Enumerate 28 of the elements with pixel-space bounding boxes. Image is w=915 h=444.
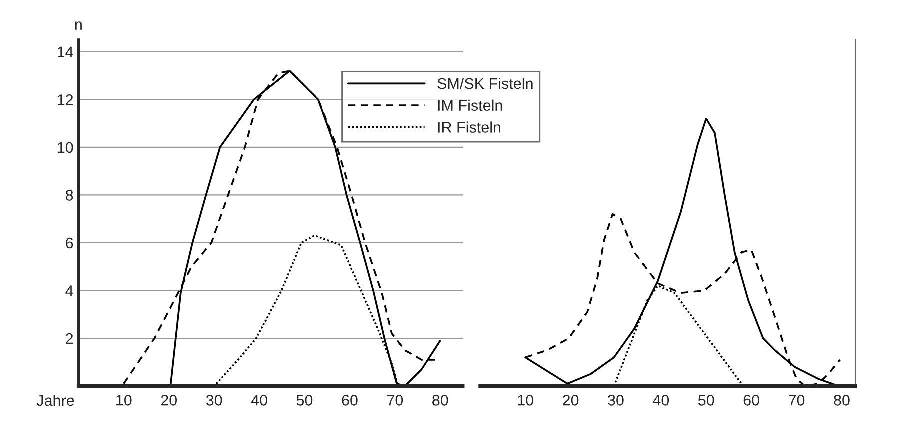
x-tick-label: 40 bbox=[653, 395, 670, 406]
x-tick-label: 60 bbox=[342, 395, 358, 406]
legend-label: SM/SK Fisteln bbox=[438, 78, 533, 90]
legend-label: IM Fisteln bbox=[438, 100, 502, 112]
x-tick-label: 10 bbox=[116, 395, 132, 406]
y-tick-label: 6 bbox=[66, 238, 74, 249]
x-tick-label: 30 bbox=[206, 395, 222, 406]
x-tick-label: 50 bbox=[698, 395, 714, 406]
x-tick-label: 30 bbox=[608, 395, 624, 406]
x-tick-label: 20 bbox=[161, 395, 178, 406]
x-tick-label: 40 bbox=[251, 395, 268, 406]
x-tick-label: 50 bbox=[296, 395, 313, 406]
legend-label: IR Fisteln bbox=[438, 122, 501, 133]
y-tick-label: 2 bbox=[66, 333, 74, 344]
x-tick-label: 80 bbox=[432, 395, 448, 406]
x-tick-label: 70 bbox=[387, 395, 404, 406]
y-tick-label: 14 bbox=[58, 46, 74, 58]
x-tick-label: 20 bbox=[563, 395, 579, 406]
x-axis-title: Jahre bbox=[36, 394, 74, 406]
x-tick-label: 80 bbox=[834, 395, 850, 406]
y-axis-title: n bbox=[75, 22, 82, 30]
y-tick-label: 12 bbox=[58, 94, 74, 106]
x-tick-label: 70 bbox=[789, 395, 805, 406]
y-tick-label: 4 bbox=[66, 286, 74, 296]
x-tick-label: 60 bbox=[744, 395, 760, 406]
x-tick-label: 10 bbox=[518, 395, 534, 406]
y-tick-label: 10 bbox=[58, 142, 74, 154]
y-tick-label: 8 bbox=[66, 190, 74, 201]
